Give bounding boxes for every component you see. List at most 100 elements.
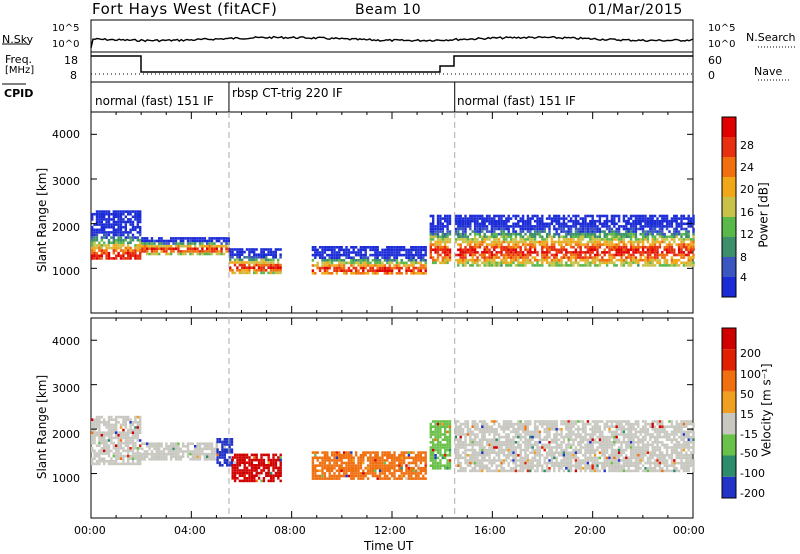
- data-cell: [402, 461, 406, 465]
- data-cell: [228, 461, 231, 464]
- data-cell: [436, 448, 440, 452]
- data-cell: [318, 256, 322, 259]
- data-cell: [661, 238, 664, 241]
- data-cell: [206, 452, 209, 456]
- data-cell: [493, 219, 496, 223]
- data-cell: [644, 230, 647, 233]
- data-cell: [598, 232, 602, 236]
- data-cell: [531, 256, 534, 259]
- data-cell: [677, 248, 681, 252]
- data-cell: [335, 474, 339, 478]
- data-cell: [565, 256, 568, 259]
- data-cell: [345, 261, 348, 265]
- data-cell: [634, 256, 638, 259]
- data-cell: [314, 474, 317, 478]
- data-cell: [461, 428, 465, 431]
- data-cell: [541, 425, 544, 428]
- data-cell: [115, 454, 118, 458]
- data-cell: [658, 214, 662, 218]
- data-cell: [198, 252, 202, 256]
- data-cell: [398, 248, 401, 252]
- data-cell: [692, 253, 695, 257]
- data-cell: [158, 447, 161, 451]
- data-cell: [182, 242, 185, 245]
- data-cell: [565, 433, 568, 436]
- data-cell: [490, 253, 494, 257]
- data-cell: [117, 210, 120, 213]
- data-cell: [615, 230, 618, 233]
- data-cell: [538, 441, 542, 444]
- data-cell: [338, 472, 341, 475]
- data-cell: [122, 457, 125, 460]
- data-cell: [639, 251, 642, 254]
- data-cell: [206, 447, 209, 451]
- data-cell: [158, 452, 161, 456]
- data-cell: [412, 266, 415, 270]
- data-cell: [359, 272, 363, 275]
- data-cell: [673, 230, 676, 233]
- data-cell: [615, 245, 618, 249]
- data-cell: [316, 251, 319, 254]
- data-cell: [531, 456, 534, 460]
- data-cell: [485, 230, 489, 233]
- data-cell: [579, 256, 582, 259]
- data-cell: [241, 263, 244, 267]
- data-cell: [398, 474, 401, 478]
- data-cell: [682, 243, 686, 246]
- data-cell: [383, 269, 387, 272]
- data-cell: [605, 240, 609, 244]
- data-cell: [444, 433, 447, 436]
- data-cell: [464, 245, 467, 249]
- data-cell: [364, 272, 367, 275]
- data-cell: [388, 248, 391, 252]
- data-cell: [241, 258, 244, 262]
- data-cell: [476, 214, 479, 218]
- data-cell: [473, 248, 477, 252]
- data-cell: [502, 428, 506, 431]
- data-cell: [560, 222, 563, 226]
- data-cell: [398, 269, 401, 272]
- data-cell: [446, 256, 449, 259]
- data-cell: [512, 467, 515, 470]
- data-cell: [550, 425, 554, 428]
- data-cell: [436, 238, 440, 241]
- data-cell: [136, 426, 139, 429]
- data-cell: [371, 472, 375, 475]
- data-cell: [390, 456, 394, 460]
- data-cell: [407, 248, 411, 252]
- data-cell: [538, 451, 542, 454]
- data-cell: [122, 460, 125, 463]
- data-cell: [398, 477, 401, 480]
- data-cell: [369, 466, 372, 470]
- data-cell: [682, 238, 686, 241]
- data-cell: [155, 247, 158, 251]
- data-cell: [439, 448, 442, 452]
- data-cell: [410, 259, 413, 262]
- data-cell: [95, 452, 99, 455]
- data-cell: [91, 460, 94, 463]
- data-cell: [464, 467, 467, 470]
- data-cell: [134, 236, 137, 239]
- data-cell: [469, 443, 472, 447]
- data-cell: [565, 459, 568, 462]
- data-cell: [196, 447, 199, 451]
- data-cell: [596, 219, 599, 223]
- data-cell: [419, 253, 423, 257]
- data-cell: [250, 248, 253, 251]
- data-cell: [407, 466, 411, 470]
- data-cell: [553, 454, 556, 457]
- data-cell: [593, 240, 597, 244]
- data-cell: [505, 459, 508, 462]
- data-cell: [335, 459, 339, 462]
- data-cell: [203, 237, 206, 240]
- data-cell: [541, 469, 544, 473]
- data-cell: [490, 461, 494, 465]
- data-cell: [218, 244, 221, 248]
- data-cell: [565, 428, 568, 431]
- data-cell: [682, 251, 686, 254]
- data-cell: [481, 467, 484, 470]
- data-cell: [620, 225, 623, 228]
- data-cell: [512, 222, 515, 226]
- data-cell: [93, 231, 96, 234]
- data-cell: [184, 250, 187, 253]
